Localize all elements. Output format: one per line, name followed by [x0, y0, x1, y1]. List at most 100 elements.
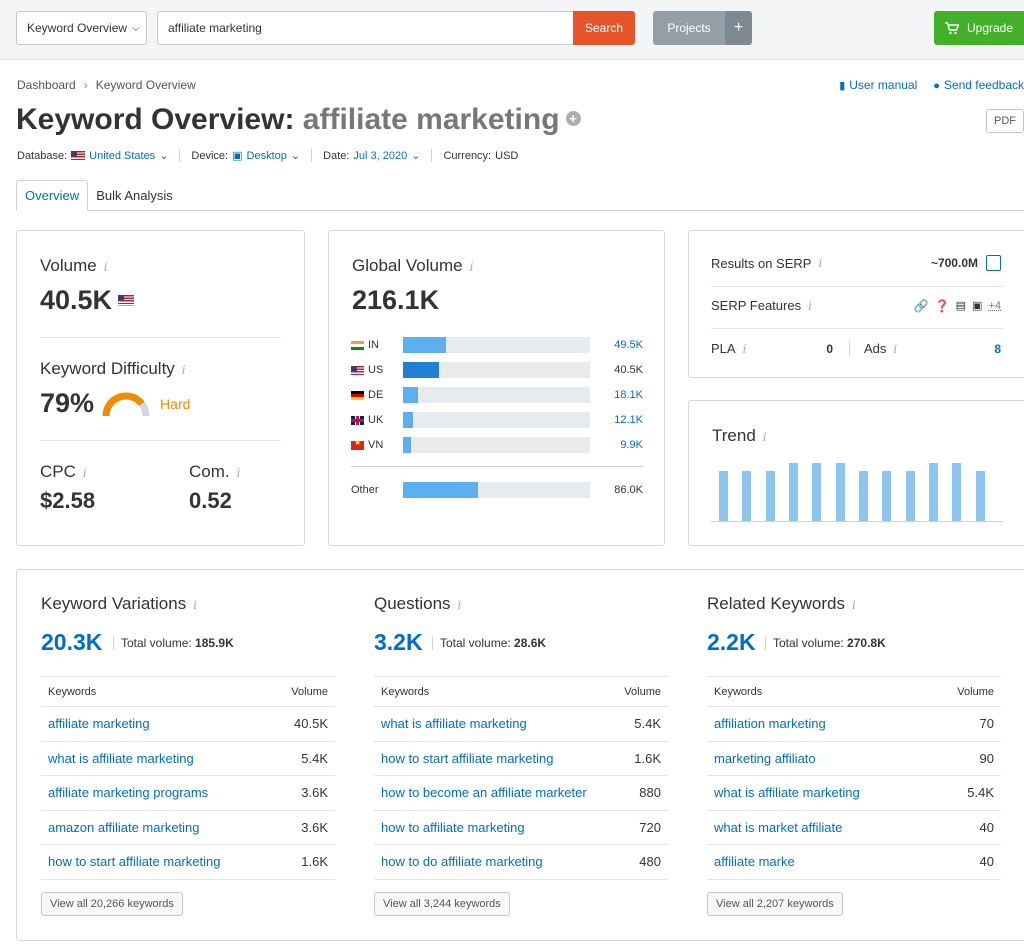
info-icon[interactable]: i — [469, 260, 474, 274]
serp-list-icon[interactable] — [986, 255, 1001, 271]
table-row: how to become an affiliate marketer 880 — [374, 776, 668, 811]
more-features-link[interactable]: +4 — [988, 299, 1001, 312]
add-project-button[interactable]: + — [725, 11, 752, 45]
date-selector[interactable]: Date: Jul 3, 2020 ⌄ — [323, 149, 433, 162]
info-icon[interactable]: i — [457, 598, 462, 612]
trend-baseline — [711, 521, 1003, 522]
table-row: what is affiliate marketing 5.4K — [374, 707, 668, 742]
global-volume-value: 216.1K — [352, 285, 440, 315]
pdf-button[interactable]: PDF — [986, 109, 1024, 133]
trend-title: Trend — [712, 426, 756, 445]
chevron-down-icon: ⌄ — [411, 150, 421, 162]
search-type-select[interactable]: Keyword Overview ⌵ — [16, 11, 147, 45]
keyword-link[interactable]: what is affiliate marketing — [714, 785, 860, 801]
info-icon[interactable]: i — [762, 430, 767, 444]
keyword-volume: 5.4K — [301, 750, 328, 766]
top-bar: Keyword Overview ⌵ Search Projects + Upg… — [0, 0, 1024, 60]
ads-value-link[interactable]: 8 — [994, 341, 1001, 356]
trend-bar — [812, 463, 822, 521]
ads-group: Ads i 8 — [849, 341, 1001, 356]
info-icon[interactable]: i — [808, 298, 812, 313]
divider — [40, 337, 281, 338]
send-feedback-link[interactable]: ● Send feedback — [933, 78, 1024, 92]
info-icon[interactable]: i — [236, 466, 241, 480]
keyword-link[interactable]: affiliation marketing — [714, 716, 826, 732]
view-all-variations-button[interactable]: View all 20,266 keywords — [41, 892, 183, 916]
search-input[interactable] — [157, 11, 573, 45]
country-volume-link[interactable]: 9.9K — [620, 439, 643, 451]
keyword-link[interactable]: affiliate marketing programs — [48, 785, 209, 801]
info-icon[interactable]: i — [193, 598, 198, 612]
col-keywords: Keywords — [381, 685, 430, 698]
view-all-related-button[interactable]: View all 2,207 keywords — [707, 892, 843, 916]
country-bar — [403, 482, 590, 498]
book-icon: ▮ — [839, 80, 846, 92]
info-icon[interactable]: i — [818, 256, 823, 270]
country-row-uk: UK 12.1K — [351, 412, 643, 428]
table-row: what is affiliate marketing 5.4K — [707, 776, 1001, 811]
total-volume-value: 185.9K — [195, 636, 234, 650]
date-value: Jul 3, 2020 — [353, 149, 408, 162]
info-icon[interactable]: i — [851, 598, 856, 612]
keyword-link[interactable]: amazon affiliate marketing — [48, 819, 200, 835]
keyword-link[interactable]: how to affiliate marketing — [381, 819, 525, 835]
table-row: how to do affiliate marketing 480 — [374, 845, 668, 880]
view-all-questions-button[interactable]: View all 3,244 keywords — [374, 892, 510, 916]
total-volume: Total volume: 270.8K — [765, 636, 886, 650]
upgrade-button[interactable]: Upgrade — [934, 11, 1024, 45]
country-volume-link[interactable]: 12.1K — [614, 414, 643, 426]
keyword-link[interactable]: marketing affiliato — [714, 750, 816, 766]
country-volume-link[interactable]: 49.5K — [614, 339, 643, 351]
search-button[interactable]: Search — [573, 11, 635, 45]
info-icon[interactable]: i — [742, 341, 747, 356]
projects-button[interactable]: Projects — [653, 11, 725, 45]
country-volume-link[interactable]: 18.1K — [614, 389, 643, 401]
info-icon[interactable]: i — [82, 466, 87, 480]
user-manual-link[interactable]: ▮ User manual — [839, 78, 917, 92]
keyword-link[interactable]: how to become an affiliate marketer — [381, 785, 587, 801]
keyword-link[interactable]: how to do affiliate marketing — [381, 854, 543, 870]
info-icon[interactable]: i — [893, 341, 898, 356]
questions-count[interactable]: 3.2K — [374, 629, 423, 655]
tab-overview[interactable]: Overview — [16, 180, 89, 211]
keyword-link[interactable]: what is affiliate marketing — [381, 716, 527, 732]
keyword-link[interactable]: how to start affiliate marketing — [381, 750, 554, 766]
device-selector[interactable]: Device: ▣ Desktop ⌄ — [191, 149, 313, 162]
divider — [711, 328, 1003, 329]
col-volume: Volume — [957, 685, 994, 698]
trend-title-row: Trend i — [712, 426, 767, 446]
keyword-link[interactable]: how to start affiliate marketing — [48, 854, 221, 870]
add-keyword-icon[interactable]: + — [565, 110, 581, 126]
india-flag-icon — [351, 340, 364, 350]
keyword-volume: 5.4K — [967, 785, 994, 801]
tab-bulk-analysis[interactable]: Bulk Analysis — [96, 188, 173, 203]
country-code-label: IN — [368, 339, 379, 351]
related-keywords-count[interactable]: 2.2K — [707, 629, 756, 655]
results-label: Results on SERP — [711, 255, 812, 271]
other-volume-value: 86.0K — [614, 484, 643, 496]
keyword-link[interactable]: affiliate marketing — [48, 716, 150, 732]
country-bar-fill — [403, 437, 412, 453]
keyword-link[interactable]: what is affiliate marketing — [48, 750, 194, 766]
kd-value: 79% — [40, 388, 95, 418]
cpc-title: CPC — [40, 462, 76, 481]
database-selector[interactable]: Database: United States ⌄ — [17, 149, 181, 162]
info-icon[interactable]: i — [181, 363, 186, 377]
keyword-link[interactable]: affiliate marke — [714, 854, 795, 870]
keyword-volume: 480 — [639, 854, 661, 870]
breadcrumb-dashboard[interactable]: Dashboard — [17, 78, 76, 92]
keyword-volume: 1.6K — [301, 854, 328, 870]
keyword-variations-count[interactable]: 20.3K — [41, 629, 103, 655]
country-row-other: Other 86.0K — [351, 482, 643, 498]
trend-bar — [789, 463, 798, 521]
upgrade-label: Upgrade — [966, 21, 1014, 35]
title-prefix: Keyword Overview: — [16, 103, 295, 136]
trend-bar — [719, 471, 728, 521]
keyword-lists-card: Keyword Variations i 20.3K Total volume: … — [16, 569, 1024, 941]
trend-chart — [719, 463, 999, 521]
vietnam-flag-icon — [351, 438, 364, 450]
country-code-de: DE — [351, 389, 403, 401]
keyword-link[interactable]: what is market affiliate — [714, 819, 843, 835]
database-value: United States — [89, 149, 156, 162]
info-icon[interactable]: i — [103, 260, 108, 274]
